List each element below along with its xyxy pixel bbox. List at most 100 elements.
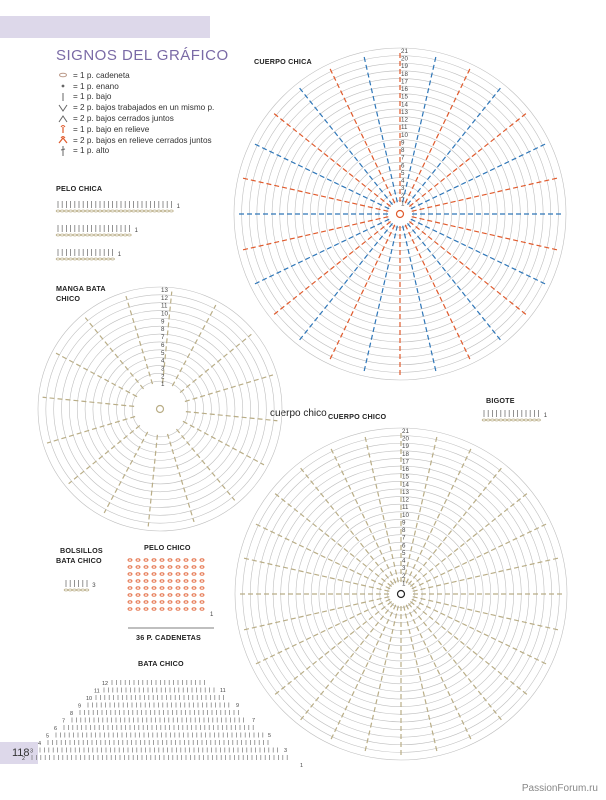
chain-mark [199, 558, 205, 562]
stitch-spoke [125, 295, 154, 385]
row-number: 4 [402, 558, 406, 565]
round-ring [100, 349, 220, 469]
chain-mark [167, 558, 173, 562]
chain-mark [151, 586, 157, 590]
row-number: 1 [135, 228, 139, 234]
chain-mark [76, 209, 82, 213]
row-number: 3 [161, 365, 165, 372]
header-band [0, 16, 210, 38]
chain-mark [183, 572, 189, 576]
stitch-spoke [185, 410, 278, 422]
chain-mark [68, 257, 73, 261]
chain-mark [135, 600, 141, 604]
row-number: 7 [402, 535, 406, 542]
watermark: PassionForum.ru [521, 783, 598, 794]
label-bolsillos-bata-chico: BATA CHICO [56, 556, 102, 565]
chain-mark [167, 572, 173, 576]
chain-mark [175, 565, 181, 569]
stitch-spoke [364, 435, 399, 583]
legend-item-text: = 1 p. enano [73, 81, 119, 91]
chain-mark [80, 257, 86, 261]
chain-mark [143, 209, 149, 213]
chain-mark [135, 579, 141, 583]
chain-mark [106, 233, 111, 237]
chain-mark [93, 209, 98, 213]
strip-pelo-chica-2: 1 [55, 225, 139, 237]
chain-mark [191, 600, 197, 604]
chain-mark [67, 588, 73, 592]
chain-mark [106, 257, 111, 261]
chain-mark [167, 579, 173, 583]
chain-mark [68, 209, 73, 213]
row-number: 14 [402, 481, 409, 488]
chain-mark [72, 588, 77, 592]
round-ring [310, 503, 492, 685]
diagram-pelo-chico: 1 [127, 558, 214, 629]
row-number: 21 [402, 428, 409, 435]
row-number: 6 [161, 342, 165, 349]
chain-mark [135, 607, 141, 611]
row-number: 10 [86, 696, 92, 702]
round-ring [333, 526, 469, 662]
chain-mark [199, 593, 205, 597]
chain-mark [72, 233, 77, 237]
chain-mark [502, 418, 508, 422]
stitch-spoke [404, 224, 471, 361]
chain-mark [175, 586, 181, 590]
chain-mark [139, 209, 145, 213]
chain-mark [151, 572, 157, 576]
row-number: 10 [402, 512, 409, 519]
row-number: 1 [401, 200, 405, 207]
chain-mark [152, 209, 157, 213]
row-number: 13 [402, 489, 409, 496]
round-ring [294, 108, 506, 320]
stitch-spoke [254, 523, 391, 590]
chain-mark [55, 209, 61, 213]
row-number: 10 [161, 311, 168, 318]
chain-mark [167, 600, 173, 604]
chain-mark [63, 588, 69, 592]
row-number: 7 [161, 334, 165, 341]
chain-mark [183, 607, 189, 611]
chain-mark [122, 209, 128, 213]
row-number: 1 [544, 413, 548, 419]
stitch-spoke [166, 433, 195, 523]
chain-mark [175, 572, 181, 576]
chain-mark [159, 593, 165, 597]
chain-mark [175, 600, 181, 604]
round-ring [53, 302, 267, 516]
relief-decrease-icon [56, 135, 70, 145]
chain-mark [106, 209, 111, 213]
chain-mark [143, 607, 149, 611]
round-ring [325, 139, 475, 289]
chain-mark [110, 209, 115, 213]
stitch-spoke [46, 415, 136, 444]
round-ring [387, 580, 415, 608]
stitch-spoke [412, 557, 560, 592]
label-pelo-chico: PELO CHICO [144, 543, 191, 552]
chain-mark [183, 593, 189, 597]
round-ring [347, 161, 453, 267]
row-number: 1 [177, 204, 181, 210]
stitch-spoke [402, 225, 437, 373]
chain-mark [199, 586, 205, 590]
stitch-spoke [254, 598, 391, 665]
row-number: 4 [161, 358, 165, 365]
round-ring [318, 511, 484, 677]
chain-mark [127, 607, 133, 611]
row-number: 8 [161, 326, 165, 333]
chain-mark [199, 607, 205, 611]
chain-mark [199, 600, 205, 604]
label-cuerpo-chica: CUERPO CHICA [254, 57, 312, 66]
row-number: 1 [118, 252, 122, 258]
chain-mark [191, 565, 197, 569]
stitch-spoke [410, 143, 547, 210]
stitch-spoke [84, 317, 145, 390]
row-number: 6 [401, 162, 405, 169]
chain-mark [110, 257, 115, 261]
strip-pelo-chica-3: 1 [55, 249, 122, 261]
chain-mark [175, 579, 181, 583]
label-bigote: BIGOTE [486, 396, 515, 405]
row-number: 3 [30, 749, 33, 755]
stitch-spoke [407, 223, 502, 342]
